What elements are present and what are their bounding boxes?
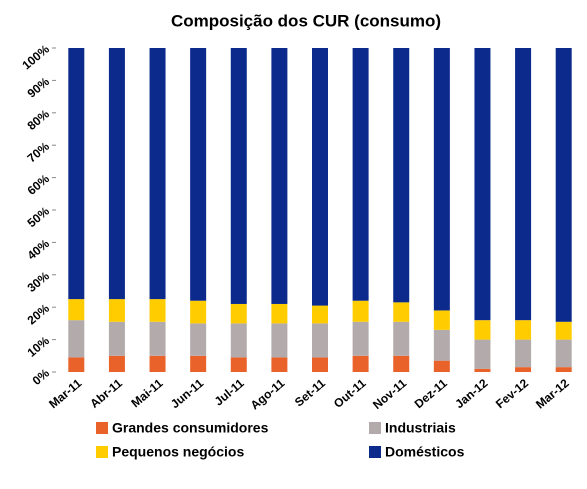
legend-swatch [96, 446, 108, 458]
bar-segment [474, 48, 491, 321]
chart-title: Composição dos CUR (consumo) [171, 11, 441, 30]
bar-segment [352, 321, 369, 356]
x-tick-label: Ago-11 [248, 376, 288, 413]
bar-segment [433, 310, 450, 330]
x-tick-label: Fev-12 [493, 376, 531, 411]
bar-segment [190, 355, 207, 372]
y-tick-label: 70% [25, 139, 53, 165]
bar-segment [271, 48, 288, 304]
bar-segment [149, 321, 166, 356]
bar-segment [312, 357, 328, 372]
bar-segment [230, 357, 247, 372]
bar-segment [515, 367, 532, 372]
bar-segment [108, 48, 125, 300]
x-tick-label: Jan-12 [452, 376, 490, 411]
bar-segment [149, 48, 166, 300]
x-tick-label: Dez-11 [412, 376, 450, 411]
bar-segment [312, 323, 328, 358]
bar-segment [474, 368, 491, 372]
bar-segment [555, 367, 572, 372]
x-tick-label: Jul-11 [212, 376, 247, 409]
legend-label: Industriais [385, 420, 456, 436]
bar-segment [555, 48, 572, 322]
legend-label: Domésticos [385, 444, 465, 460]
bar-segment [312, 305, 328, 324]
x-tick-label: Mai-11 [128, 376, 165, 411]
bar-segment [230, 48, 247, 304]
legend-label: Grandes consumidores [112, 420, 269, 436]
y-tick-label: 80% [25, 107, 53, 133]
x-tick-label: Jun-11 [168, 376, 206, 411]
bar-segment [190, 48, 207, 301]
y-tick-label: 60% [25, 171, 53, 197]
y-tick-label: 30% [25, 269, 53, 295]
bar-segment [393, 48, 410, 303]
bar-segment [68, 299, 85, 321]
y-tick-label: 0% [30, 366, 53, 388]
bar-segment [230, 303, 247, 324]
bar-segment [433, 329, 450, 361]
bar-segment [190, 323, 207, 356]
y-tick-label: 20% [25, 301, 53, 327]
bar-segment [271, 357, 288, 372]
bar-segment [515, 320, 532, 340]
y-tick-label: 90% [25, 74, 53, 100]
bar-segment [149, 355, 166, 372]
legend-swatch [369, 422, 381, 434]
bar-segment [271, 303, 288, 324]
bar-segment [312, 48, 328, 306]
legend-swatch [96, 422, 108, 434]
bar-segment [555, 321, 572, 340]
bar-segment [555, 339, 572, 368]
bar-segment [433, 360, 450, 372]
bar-segment [515, 48, 532, 321]
y-tick-label: 100% [19, 42, 52, 73]
bar-segment [149, 299, 166, 322]
bar-segment [352, 300, 369, 322]
x-tick-label: Nov-11 [370, 376, 409, 412]
bar-segment [352, 48, 369, 301]
x-tick-label: Mar-12 [533, 376, 572, 412]
x-tick-label: Set-11 [292, 376, 328, 410]
x-tick-label: Abr-11 [87, 376, 125, 411]
legend-label: Pequenos negócios [112, 444, 244, 460]
bar-segment [271, 323, 288, 358]
y-tick-label: 50% [25, 204, 53, 230]
bar-segment [393, 355, 410, 372]
bar-segment [393, 302, 410, 322]
legend-swatch [369, 446, 381, 458]
bar-segment [352, 355, 369, 372]
bar-segment [393, 321, 410, 356]
bar-segment [108, 321, 125, 356]
x-tick-label: Out-11 [331, 376, 369, 411]
bar-segment [68, 48, 85, 300]
bar-segment [108, 299, 125, 322]
bar-segment [190, 300, 207, 324]
y-tick-label: 10% [25, 333, 53, 359]
bar-segment [474, 339, 491, 369]
x-tick-label: Mar-11 [46, 376, 84, 411]
bar-segment [68, 320, 85, 358]
bar-segment [68, 357, 85, 372]
bar-segment [108, 355, 125, 372]
y-tick-label: 40% [25, 236, 53, 262]
bar-segment [515, 339, 532, 368]
bar-segment [230, 323, 247, 358]
bar-segment [474, 320, 491, 340]
bar-segment [433, 48, 450, 311]
